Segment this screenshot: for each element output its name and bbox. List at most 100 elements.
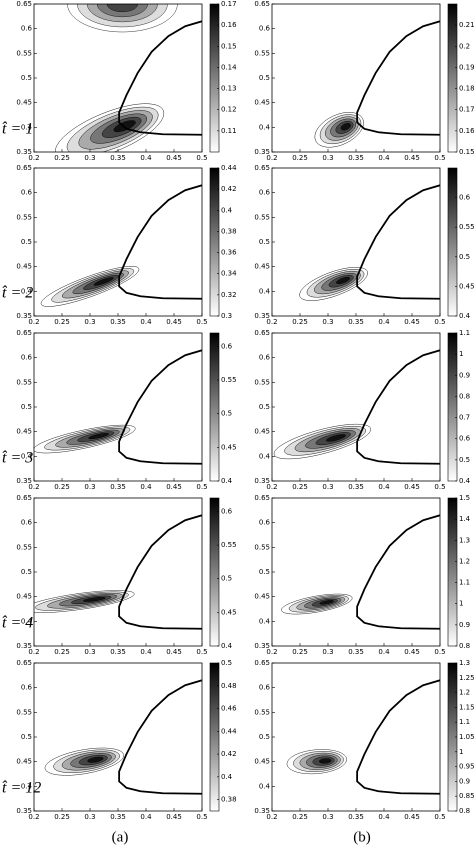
- x-tick-label: 0.3: [84, 648, 95, 656]
- x-tick-label: 0.2: [28, 318, 39, 326]
- y-tick-label: 0.35: [254, 148, 270, 156]
- plot-area: [286, 679, 440, 795]
- colorbar: [447, 497, 458, 647]
- colorbar-tick-label: 0.9: [459, 777, 470, 785]
- colorbar-tick-label: 0.5: [459, 456, 470, 464]
- colorbar-tick-label: 0.45: [459, 282, 474, 290]
- y-tick-label: 0.6: [259, 519, 271, 527]
- colorbar-tick-label: 0.13: [221, 85, 237, 93]
- row-label: t̂ = 3: [2, 450, 33, 467]
- y-tick-label: 0.35: [16, 477, 32, 485]
- colorbar-tick-label: 0.48: [221, 682, 237, 690]
- y-tick-label: 0.45: [16, 99, 32, 107]
- colorbar-tick-label: 0.6: [459, 435, 471, 443]
- x-tick-label: 0.2: [266, 813, 277, 821]
- y-tick-label: 0.5: [259, 733, 270, 741]
- y-tick-label: 0.65: [16, 659, 32, 667]
- separatrix: [118, 679, 202, 795]
- x-tick-label: 0.35: [110, 483, 126, 491]
- contour: [319, 600, 335, 605]
- x-tick-label: 0.35: [348, 154, 364, 162]
- row-label: t̂ = 4: [2, 615, 33, 632]
- colorbar-tick-label: 1.1: [459, 329, 470, 337]
- y-tick-label: 0.5: [21, 74, 32, 82]
- y-tick-label: 0.6: [259, 354, 271, 362]
- x-tick-label: 0.35: [110, 648, 126, 656]
- y-tick-label: 0.35: [16, 148, 32, 156]
- y-tick-label: 0.6: [259, 684, 271, 692]
- x-tick-label: 0.45: [404, 318, 420, 326]
- row-label: t̂ = 1: [2, 121, 33, 138]
- separatrix: [118, 349, 202, 465]
- panel: 0.2 0.25 0.3 0.35 0.4 0.45 0.5 0.35 0.4 0.45 0.5 0.…: [16, 659, 237, 821]
- separatrix: [356, 184, 440, 300]
- x-tick-label: 0.25: [54, 648, 70, 656]
- y-tick-label: 0.45: [254, 99, 270, 107]
- x-tick-label: 0.5: [196, 813, 207, 821]
- x-tick-label: 0.45: [404, 813, 420, 821]
- x-tick-label: 0.25: [54, 483, 70, 491]
- colorbar-tick-label: 0.4: [221, 642, 233, 650]
- contour: [336, 276, 351, 285]
- x-tick-label: 0.5: [196, 483, 207, 491]
- y-tick-label: 0.55: [254, 213, 270, 221]
- y-tick-label: 0.45: [254, 758, 270, 766]
- y-tick-label: 0.4: [21, 617, 33, 625]
- x-tick-label: 0.4: [140, 483, 152, 491]
- contour: [87, 756, 104, 763]
- x-tick-label: 0.45: [404, 648, 420, 656]
- x-tick-label: 0.45: [166, 813, 182, 821]
- y-tick-label: 0.5: [259, 403, 270, 411]
- colorbar-tick-label: 0.5: [221, 410, 232, 418]
- x-tick-label: 0.5: [196, 154, 207, 162]
- x-tick-label: 0.25: [292, 648, 308, 656]
- panel: 0.2 0.25 0.3 0.35 0.4 0.45 0.5 0.35 0.4 0.45 0.5 0.…: [254, 659, 474, 821]
- colorbar-tick-label: 0.16: [221, 21, 237, 29]
- y-tick-label: 0.5: [21, 238, 32, 246]
- y-tick-label: 0.35: [254, 807, 270, 815]
- colorbar-tick-label: 0.55: [459, 223, 474, 231]
- colorbar-tick-label: 0.42: [221, 750, 237, 758]
- y-tick-label: 0.55: [16, 213, 32, 221]
- y-tick-label: 0.5: [21, 403, 32, 411]
- colorbar-tick-label: 0.4: [221, 773, 233, 781]
- y-tick-label: 0.45: [16, 263, 32, 271]
- y-tick-label: 0.35: [16, 642, 32, 650]
- panel: 0.2 0.25 0.3 0.35 0.4 0.45 0.5 0.35 0.4 0.45 0.5 0.…: [16, 164, 237, 326]
- y-tick-label: 0.45: [254, 593, 270, 601]
- colorbar-tick-label: 0.44: [221, 164, 237, 172]
- y-tick-label: 0.6: [21, 25, 33, 33]
- x-tick-label: 0.3: [84, 154, 95, 162]
- x-tick-label: 0.2: [28, 483, 39, 491]
- plot-area: [55, 4, 202, 152]
- y-tick-label: 0.35: [16, 312, 32, 320]
- colorbar: [447, 3, 458, 153]
- separatrix: [356, 514, 440, 630]
- y-tick-label: 0.55: [254, 378, 270, 386]
- y-tick-label: 0.35: [254, 477, 270, 485]
- colorbar-tick-label: 1.25: [459, 674, 474, 682]
- y-tick-label: 0.65: [16, 0, 32, 8]
- plot-frame: [271, 662, 441, 812]
- plot-area: [44, 679, 202, 795]
- x-tick-label: 0.45: [166, 318, 182, 326]
- colorbar-tick-label: 0.36: [221, 249, 237, 257]
- separatrix: [118, 514, 202, 630]
- colorbar: [209, 3, 220, 153]
- colorbar-tick-label: 1: [459, 350, 463, 358]
- x-tick-label: 0.25: [292, 813, 308, 821]
- colorbar-tick-label: 0.12: [221, 106, 237, 114]
- x-tick-label: 0.4: [140, 318, 152, 326]
- separatrix: [118, 184, 202, 300]
- y-tick-label: 0.35: [16, 807, 32, 815]
- x-tick-label: 0.25: [54, 154, 70, 162]
- colorbar-tick-label: 0.6: [221, 507, 233, 515]
- panel: 0.2 0.25 0.3 0.35 0.4 0.45 0.5 0.35 0.4 0.45 0.5 0.…: [16, 0, 237, 162]
- colorbar: [209, 662, 220, 812]
- y-tick-label: 0.65: [254, 659, 270, 667]
- plot-area: [40, 184, 202, 307]
- x-tick-label: 0.25: [292, 318, 308, 326]
- colorbar-tick-label: 1.1: [459, 579, 470, 587]
- x-tick-label: 0.2: [28, 813, 39, 821]
- contour: [88, 433, 110, 440]
